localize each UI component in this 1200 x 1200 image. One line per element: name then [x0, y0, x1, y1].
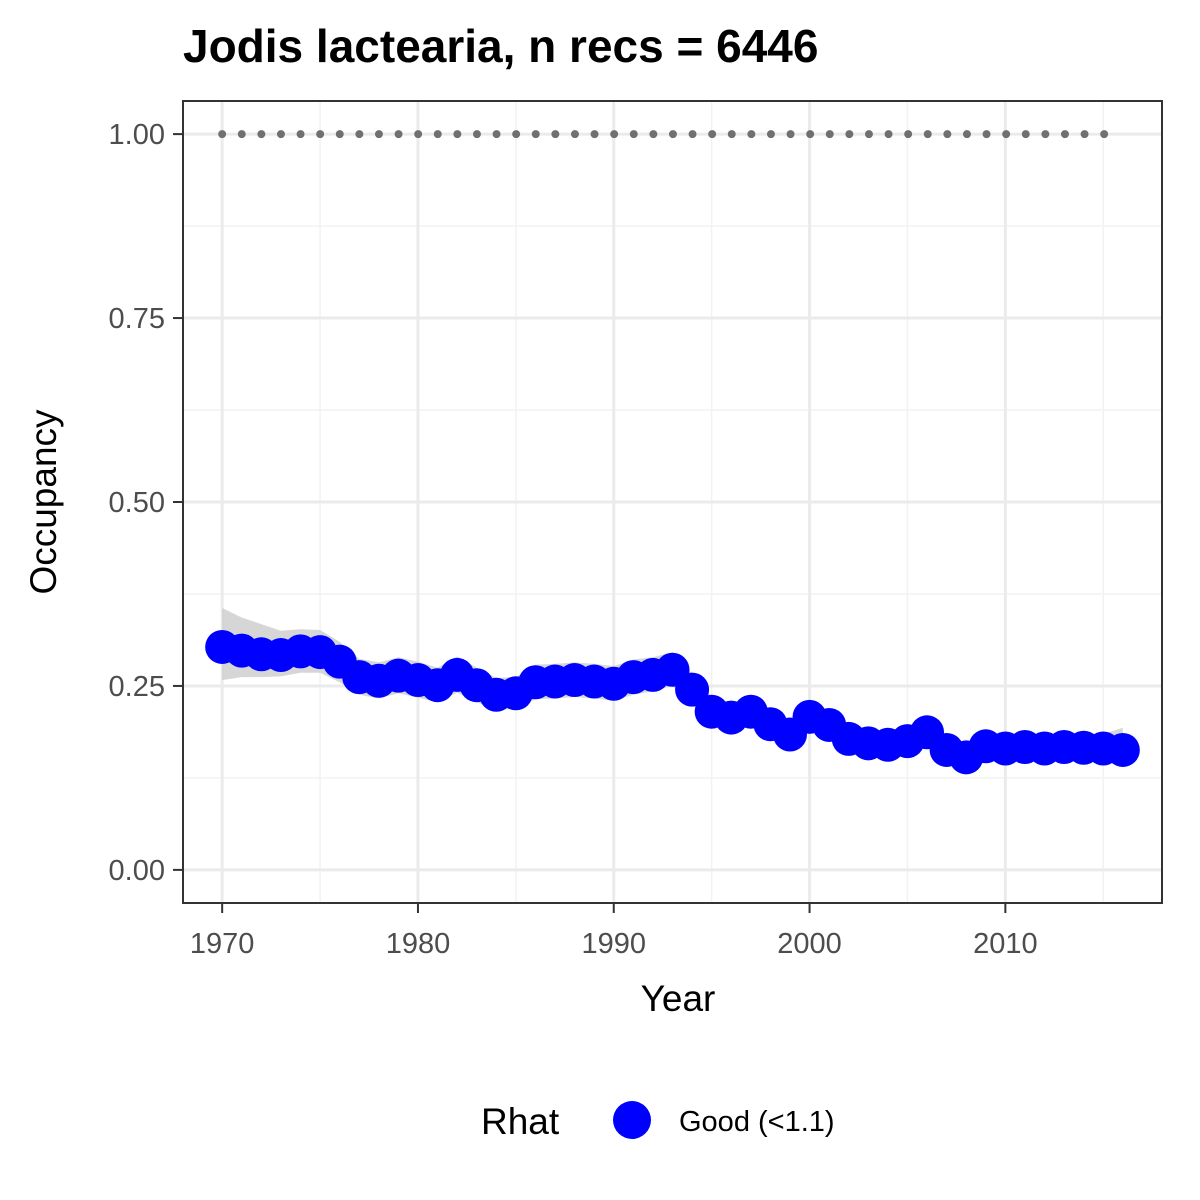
- chart-title: Jodis lactearia, n recs = 6446: [183, 20, 818, 72]
- occupancy-point: [675, 672, 710, 707]
- y-tick-label: 0.75: [109, 303, 165, 335]
- x-tick-label: 2010: [973, 928, 1038, 960]
- occupancy-point: [1105, 732, 1140, 767]
- x-tick-label: 2000: [777, 928, 842, 960]
- y-axis-title: Occupancy: [23, 409, 64, 595]
- x-tick-label: 1980: [386, 928, 451, 960]
- x-tick-label: 1990: [582, 928, 647, 960]
- y-tick-label: 0.00: [109, 855, 165, 887]
- y-tick-label: 0.25: [109, 671, 165, 703]
- legend: Rhat Good (<1.1): [481, 1101, 835, 1142]
- plot-panel: [182, 100, 1163, 904]
- legend-key-good: [613, 1101, 651, 1139]
- legend-title: Rhat: [481, 1101, 560, 1142]
- occupancy-points-group: [205, 629, 1140, 775]
- x-axis: 1970 1980 1990 2000 2010: [190, 903, 1038, 960]
- y-tick-label: 0.50: [109, 487, 165, 519]
- legend-label-good: Good (<1.1): [679, 1106, 835, 1138]
- y-axis: 0.00 0.25 0.50 0.75 1.00: [109, 119, 183, 887]
- x-axis-title: Year: [641, 978, 716, 1019]
- y-tick-label: 1.00: [109, 119, 165, 151]
- x-tick-label: 1970: [190, 928, 255, 960]
